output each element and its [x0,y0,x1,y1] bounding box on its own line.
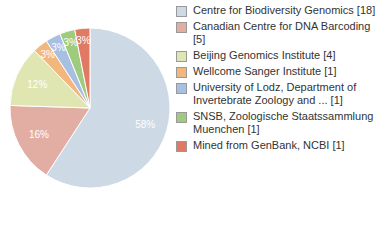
html-text:Centre for Biodiversity Genomi: Centre for Biodiversity Genomics [18] [193,4,376,16]
svg-text:3%: 3% [63,37,78,49]
html-text:SNSB, Zoologische Staatssammlu: SNSB, Zoologische Staatssammlung Muenche… [193,110,374,135]
html-text:Wellcome Sanger Institute [1]: Wellcome Sanger Institute [1] [193,65,337,77]
html-text:Mined from GenBank, NCBI [1]: Mined from GenBank, NCBI [1] [193,139,345,151]
svg-text:3%: 3% [76,35,91,46]
html-text:Canadian Centre for DNA Barcod: Canadian Centre for DNA Barcoding [5] [193,20,371,45]
html-text:University of Lodz, Department: University of Lodz, Department of Invert… [193,81,357,106]
svg-text:3%: 3% [40,49,55,61]
svg-text:3%: 3% [51,42,66,54]
svg-text:16%: 16% [29,129,49,140]
html-text:Beijing Genomics Institute [4]: Beijing Genomics Institute [4] [193,49,336,61]
svg-text:58%: 58% [135,119,155,130]
svg-text:12%: 12% [27,79,47,90]
